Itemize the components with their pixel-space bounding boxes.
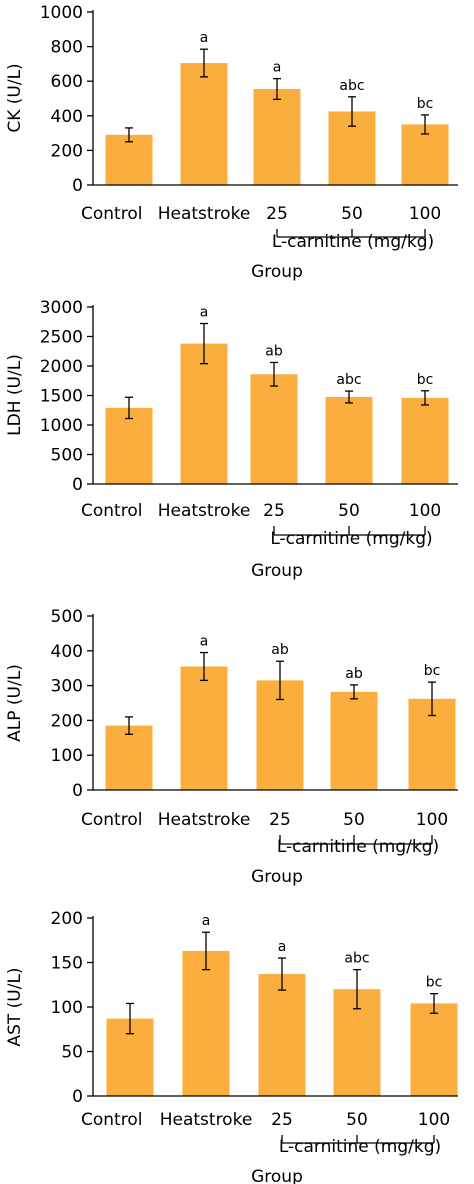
group-label: L-carnitine (mg/kg) [270,529,432,549]
bar [105,134,153,185]
significance-label: bc [424,663,441,679]
x-axis-label: Group [251,867,303,887]
y-tick-label: 500 [51,607,83,627]
category-label: 100 [418,1110,450,1130]
significance-label: a [200,634,209,650]
significance-label: bc [417,96,434,112]
significance-label: abc [344,951,369,967]
significance-label: ab [271,642,289,658]
significance-label: ab [345,666,363,682]
x-axis-label: Group [251,561,303,581]
y-tick-label: 50 [61,1043,83,1063]
category-label: Heatstroke [158,501,251,521]
category-label: 50 [338,501,360,521]
significance-label: a [202,913,211,929]
y-tick-label: 300 [51,677,83,697]
category-label: Heatstroke [160,1110,253,1130]
group-label: L-carnitine (mg/kg) [272,232,434,252]
significance-label: ab [265,343,283,359]
category-label: Control [81,204,142,224]
category-label: 25 [263,501,285,521]
category-label: 100 [409,501,441,521]
y-tick-label: 1000 [40,416,83,436]
x-axis-label: Group [251,262,303,282]
y-tick-label: 1000 [40,3,83,23]
y-axis-label: LDH (U/L) [5,354,25,436]
bar [258,974,306,1096]
category-label: 50 [341,204,363,224]
x-axis-label: Group [251,1167,303,1184]
bar [105,725,153,790]
chart-panel-4: a a abc bc 0 50 100 150 200 AST (U/L) Control Heats… [5,909,458,1184]
chart-panel-3: a ab ab bc 0 100 200 300 400 500 ALP (U/L) Control H… [5,607,458,887]
significance-label: a [200,30,209,46]
y-tick-label: 150 [51,954,83,974]
group-label: L-carnitine (mg/kg) [279,1137,441,1157]
y-axis-label: ALP (U/L) [5,664,25,742]
category-label: 50 [346,1110,368,1130]
chart-panel-1: a a abc bc 0 200 400 600 800 1000 CK (U/L) Control H… [5,3,458,282]
y-axis-label: AST (U/L) [5,967,25,1046]
category-label: 50 [343,810,365,830]
significance-label: bc [426,975,443,991]
y-tick-label: 200 [51,711,83,731]
y-tick-label: 1500 [40,387,83,407]
category-label: 100 [409,204,441,224]
y-tick-label: 200 [51,909,83,929]
category-label: 25 [271,1110,293,1130]
y-tick-label: 3000 [40,298,83,318]
category-label: Heatstroke [158,204,251,224]
y-tick-label: 100 [51,746,83,766]
significance-label: bc [417,372,434,388]
category-label: Control [81,810,142,830]
y-tick-label: 0 [72,1087,83,1107]
significance-label: a [200,305,209,321]
category-label: Control [81,1110,142,1130]
bar [410,1003,458,1096]
group-label: L-carnitine (mg/kg) [277,837,439,857]
bar [105,407,153,484]
significance-label: abc [339,78,364,94]
category-label: 100 [416,810,448,830]
y-tick-label: 0 [72,176,83,196]
y-tick-label: 400 [51,107,83,127]
bar [325,396,373,484]
y-tick-label: 400 [51,642,83,662]
significance-label: abc [336,372,361,388]
category-label: 25 [266,204,288,224]
y-axis-label: CK (U/L) [5,63,25,132]
bar [330,691,378,790]
y-tick-label: 200 [51,141,83,161]
bar [180,666,228,790]
y-tick-label: 500 [51,446,83,466]
category-label: Control [81,501,142,521]
category-label: 25 [269,810,291,830]
bar [182,950,230,1096]
y-tick-label: 600 [51,72,83,92]
y-tick-label: 0 [72,475,83,495]
significance-label: a [273,60,282,76]
y-tick-label: 2500 [40,328,83,348]
significance-label: a [278,939,287,955]
bar [253,88,301,185]
y-tick-label: 0 [72,781,83,801]
y-tick-label: 100 [51,998,83,1018]
category-label: Heatstroke [158,810,251,830]
bar [180,343,228,484]
y-tick-label: 2000 [40,357,83,377]
y-tick-label: 800 [51,38,83,58]
bar [250,374,298,484]
bar [180,63,228,185]
chart-panel-2: a ab abc bc 0 500 1000 1500 2000 2500 3000 LDH (U/L… [5,298,458,581]
bar [401,397,449,484]
